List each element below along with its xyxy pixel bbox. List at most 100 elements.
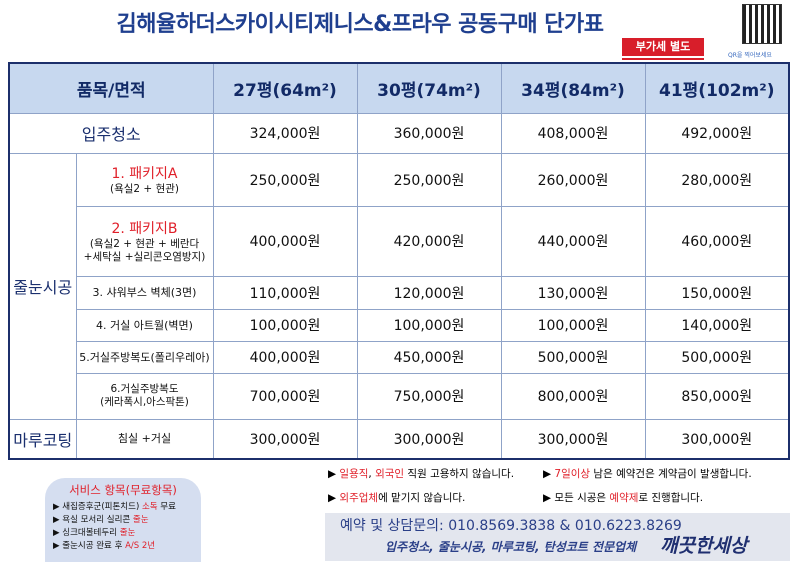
price: 500,000원 bbox=[500, 340, 646, 374]
item-cell: 4. 거실 아트월(벽면) bbox=[75, 308, 214, 342]
service-title: 서비스 항목(무료항목) bbox=[69, 483, 177, 497]
item-cell: 3. 샤워부스 벽체(3면) bbox=[75, 275, 214, 310]
bullet: ▶ bbox=[328, 468, 340, 480]
bullet: ▶ bbox=[53, 541, 63, 551]
contact-phone: 예약 및 상담문의: 010.8569.3838 & 010.6223.8269 bbox=[340, 518, 682, 534]
header-cell: 34평(84m²) bbox=[500, 62, 646, 114]
price: 280,000원 bbox=[644, 152, 790, 207]
price: 324,000원 bbox=[212, 112, 358, 154]
item-title: 침실 +거실 bbox=[117, 432, 172, 446]
badge-underline bbox=[622, 58, 704, 60]
item-title: 3. 샤워부스 벽체(3면) bbox=[92, 286, 197, 299]
contact-band bbox=[325, 513, 790, 561]
text-part: 소독 bbox=[141, 502, 158, 512]
item-cell: 6.거실주방복도 (케라폭시,아스팍톤) bbox=[75, 372, 214, 420]
header-cell: 30평(74m²) bbox=[356, 62, 502, 114]
qr-caption: QR을 찍어보세요 bbox=[728, 52, 772, 59]
price-table: 품목/면적 27평(64m²) 30평(74m²) 34평(84m²) 41평(102m… bbox=[8, 62, 790, 460]
section-name: 줄눈시공 bbox=[8, 152, 77, 420]
service-item: ▶ 싱크대볼테두리 줄눈 bbox=[53, 527, 193, 540]
vat-badge: 부가세 별도 bbox=[622, 38, 704, 56]
item-detail: (욕실2 + 현관) bbox=[110, 183, 179, 195]
item-detail: (욕실2 + 현관 + 베란다 bbox=[89, 238, 200, 250]
price: 420,000원 bbox=[356, 205, 502, 277]
service-box: 서비스 항목(무료항목) ▶ 새집증후군(피톤치드) 소독 무료 ▶ 욕실 모서리 … bbox=[45, 478, 201, 562]
price: 700,000원 bbox=[212, 372, 358, 420]
row: 6.거실주방복도 (케라폭시,아스팍톤) 700,000원 750,000원 800,0… bbox=[9, 372, 790, 420]
text-part: 직원 고용하지 않습니다. bbox=[404, 468, 515, 480]
row: 4. 거실 아트월(벽면) 100,000원 100,000원 100,000원 140… bbox=[9, 308, 790, 342]
section-name: 마루코팅 bbox=[8, 418, 77, 460]
price: 492,000원 bbox=[644, 112, 790, 154]
price: 408,000원 bbox=[500, 112, 646, 154]
note: ▶ 모든 시공은 예약제로 진행합니다. bbox=[543, 490, 703, 505]
price: 100,000원 bbox=[356, 308, 502, 342]
title: 김해율하더스카이시티제니스&프라우 공동구매 단가표 bbox=[116, 12, 604, 37]
item-title: 6.거실주방복도 bbox=[110, 383, 179, 395]
price: 440,000원 bbox=[500, 205, 646, 277]
row: 마루코팅 침실 +거실 300,000원 300,000원 300,000원 300,00… bbox=[8, 418, 790, 460]
row: 2. 패키지B (욕실2 + 현관 + 베란다 +세탁실 +실리콘오염방지) 400,… bbox=[9, 205, 790, 277]
price: 110,000원 bbox=[212, 275, 358, 310]
text-part: 외국인 bbox=[375, 468, 405, 480]
text-part: 욕실 모서리 실리콘 bbox=[62, 515, 133, 525]
price: 400,000원 bbox=[212, 205, 358, 277]
price: 850,000원 bbox=[644, 372, 790, 420]
price: 140,000원 bbox=[644, 308, 790, 342]
text-part: 7일이상 bbox=[554, 468, 591, 480]
bullet: ▶ bbox=[543, 468, 555, 480]
price: 400,000원 bbox=[212, 340, 358, 374]
bullet: ▶ bbox=[53, 502, 63, 512]
item-detail: (케라폭시,아스팍톤) bbox=[100, 396, 189, 408]
price: 450,000원 bbox=[356, 340, 502, 374]
text-part: 일용직 bbox=[339, 468, 369, 480]
header-row: 품목/면적 27평(64m²) 30평(74m²) 34평(84m²) 41평(102m… bbox=[8, 62, 790, 114]
text-part: 싱크대볼테두리 bbox=[62, 528, 120, 538]
header-cell: 27평(64m²) bbox=[212, 62, 358, 114]
note: ▶ 7일이상 남은 예약건은 계약금이 발생합니다. bbox=[543, 466, 752, 481]
item-cell: 5.거실주방복도(폴리우레아) bbox=[75, 340, 214, 374]
price: 500,000원 bbox=[644, 340, 790, 374]
brand: 깨끗한세상 bbox=[660, 535, 748, 557]
service-item: ▶ 줄눈시공 완료 후 A/S 2년 bbox=[53, 540, 193, 553]
slogan: 입주청소, 줄눈시공, 마루코팅, 탄성코트 전문업체 bbox=[385, 540, 637, 554]
price: 260,000원 bbox=[500, 152, 646, 207]
price: 250,000원 bbox=[356, 152, 502, 207]
text-part: 줄눈 bbox=[132, 515, 149, 525]
note: ▶ 외주업체에 맡기지 않습니다. bbox=[328, 490, 465, 505]
price: 130,000원 bbox=[500, 275, 646, 310]
text-part: A/S 2년 bbox=[125, 541, 156, 551]
price: 300,000원 bbox=[500, 418, 646, 460]
price: 300,000원 bbox=[212, 418, 358, 460]
price: 750,000원 bbox=[356, 372, 502, 420]
price: 120,000원 bbox=[356, 275, 502, 310]
text-part: 줄눈시공 완료 후 bbox=[62, 541, 126, 551]
row: 줄눈시공 1. 패키지A (욕실2 + 현관) 250,000원 250,000원 260… bbox=[8, 152, 790, 420]
qr-code bbox=[742, 4, 782, 44]
row: 입주청소 324,000원 360,000원 408,000원 492,000원 bbox=[8, 112, 790, 154]
price: 800,000원 bbox=[500, 372, 646, 420]
item-title: 4. 거실 아트월(벽면) bbox=[96, 318, 193, 332]
item-title: 1. 패키지A bbox=[111, 166, 178, 182]
price: 100,000원 bbox=[500, 308, 646, 342]
price: 100,000원 bbox=[212, 308, 358, 342]
price: 150,000원 bbox=[644, 275, 790, 310]
row: 5.거실주방복도(폴리우레아) 400,000원 450,000원 500,000원 5… bbox=[9, 340, 790, 374]
text-part: , bbox=[368, 468, 376, 480]
row: 3. 샤워부스 벽체(3면) 110,000원 120,000원 130,000원 15… bbox=[9, 275, 790, 310]
bullet: ▶ bbox=[328, 492, 340, 504]
price: 300,000원 bbox=[356, 418, 502, 460]
text-part: 로 진행합니다. bbox=[638, 492, 704, 504]
text-part: 남은 예약건은 계약금이 발생합니다. bbox=[590, 468, 752, 480]
item-cell: 2. 패키지B (욕실2 + 현관 + 베란다 +세탁실 +실리콘오염방지) bbox=[75, 205, 214, 277]
text-part: 예약제 bbox=[609, 492, 639, 504]
price: 360,000원 bbox=[356, 112, 502, 154]
text-part: 새집증후군(피톤치드) bbox=[62, 502, 142, 512]
bullet: ▶ bbox=[543, 492, 555, 504]
price: 250,000원 bbox=[212, 152, 358, 207]
text-part: 모든 시공은 bbox=[554, 492, 610, 504]
section-name: 입주청소 bbox=[8, 112, 214, 154]
service-item: ▶ 욕실 모서리 실리콘 줄눈 bbox=[53, 514, 193, 527]
header-cell: 품목/면적 bbox=[8, 62, 214, 114]
